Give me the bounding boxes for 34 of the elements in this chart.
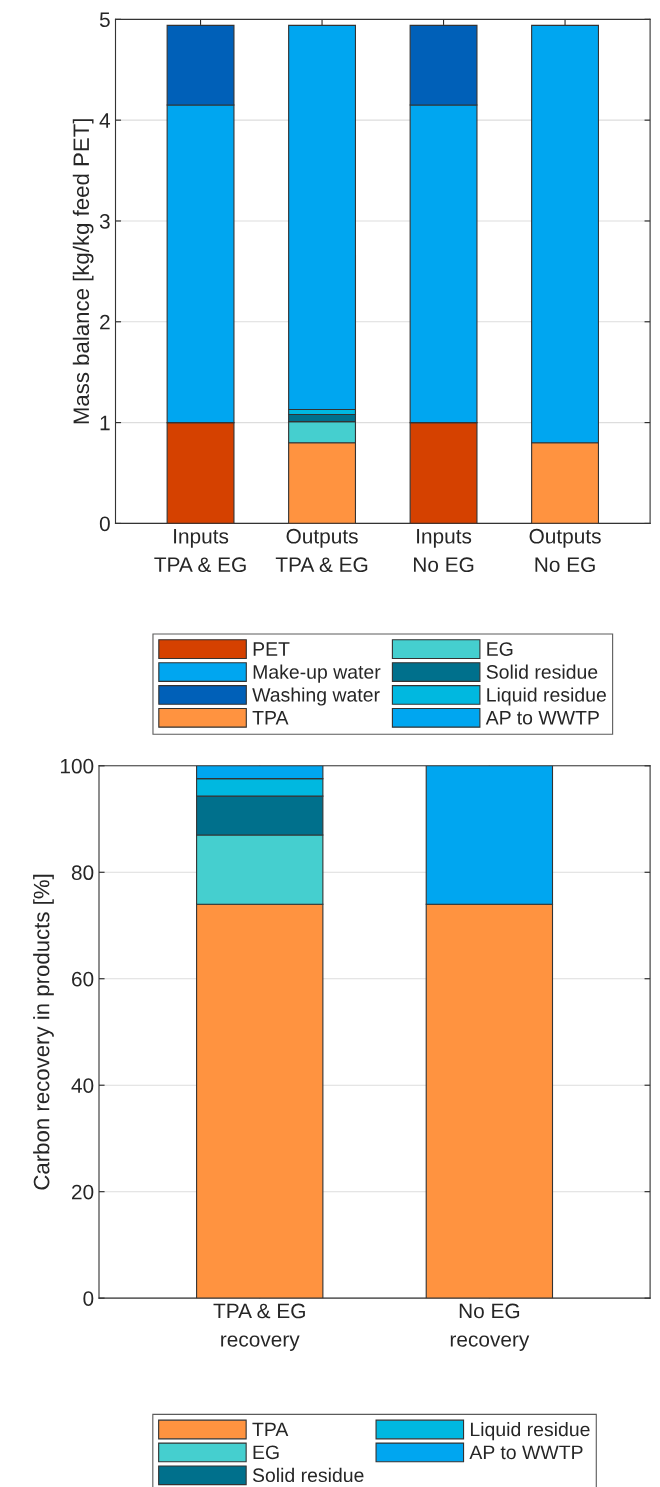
x-tick-label: Inputs No EG	[414, 529, 474, 573]
y-tick-label: 0	[83, 1291, 94, 1306]
legend-label: AP to WWTP	[469, 1445, 583, 1460]
legend-label: Solid residue	[252, 1467, 364, 1483]
bar	[288, 24, 357, 411]
legend-label: TPA	[252, 711, 289, 725]
y-tick-label: 60	[72, 971, 94, 987]
legend-label: Solid residue	[486, 664, 598, 679]
legend-label: AP to WWTP	[485, 711, 599, 725]
y-tick-label: 80	[71, 865, 94, 881]
y-tick-label: 20	[72, 1184, 94, 1200]
y-tick-label: 4	[99, 113, 111, 128]
y-tick-label: 100	[60, 758, 94, 774]
legend-label: TPA	[252, 1422, 289, 1437]
y-tick-label: 40	[71, 1078, 94, 1093]
y-tick-label: 0	[99, 516, 110, 532]
y-tick-label: 5	[99, 12, 110, 28]
legend-label: EG	[253, 1445, 279, 1460]
x-tick-label: Inputs TPA & EG	[154, 529, 246, 573]
legend-label: Liquid residue	[487, 687, 606, 706]
y-axis-title: Carbon recovery in products [%]	[33, 874, 54, 1190]
x-tick-label: Outputs No EG	[529, 528, 601, 573]
x-tick-label: No EG recovery	[450, 1303, 530, 1351]
legend-label: Washing water	[252, 687, 380, 706]
legend-label: EG	[487, 642, 513, 656]
x-tick-label: TPA & EG recovery	[213, 1303, 305, 1351]
legend-label: Make-up water	[253, 664, 381, 683]
legend-label: PET	[253, 642, 290, 656]
y-tick-label: 2	[100, 314, 110, 330]
y-axis-title: Mass balance [kg/kg feed PET]	[72, 119, 94, 424]
y-tick-label: 3	[99, 213, 110, 229]
legend-label: Liquid residue	[470, 1422, 590, 1441]
y-tick-label: 1	[100, 415, 110, 431]
x-tick-label: Outputs TPA & EG	[275, 528, 368, 573]
